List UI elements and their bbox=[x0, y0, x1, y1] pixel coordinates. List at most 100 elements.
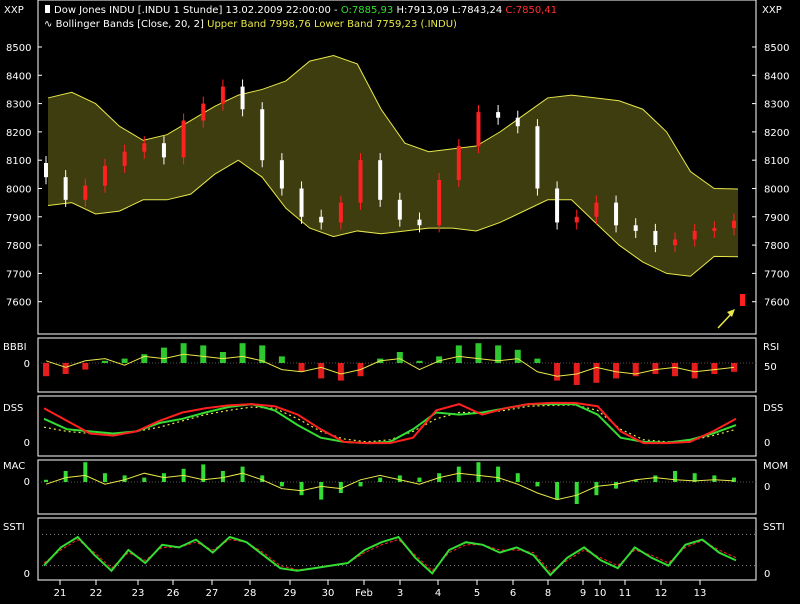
bollinger-band-fill bbox=[48, 55, 738, 277]
price-y-axis: 7600 7600 7700 7700 7800 7800 7900 7900 8000 8000… bbox=[6, 43, 789, 309]
bbbi-bar bbox=[436, 356, 443, 363]
bbbi-label: BBBI bbox=[3, 342, 27, 353]
price-ytick-left: 8000 bbox=[6, 184, 31, 195]
macd-bar bbox=[712, 475, 717, 482]
candle-body bbox=[142, 143, 147, 152]
candle-body bbox=[161, 143, 166, 158]
candle-body bbox=[83, 185, 88, 200]
bbbi-bar bbox=[239, 343, 246, 363]
candle-body bbox=[299, 188, 304, 217]
candle-body bbox=[535, 126, 540, 189]
macd-bar bbox=[456, 466, 461, 482]
dss-red-line bbox=[43, 401, 737, 445]
macd-bar bbox=[476, 462, 481, 482]
x-tick-label: 6 bbox=[510, 588, 516, 599]
price-ytick-right: 7600 bbox=[764, 298, 789, 309]
candle-body bbox=[279, 160, 284, 189]
momentum-line bbox=[45, 472, 735, 501]
x-tick-label: 3 bbox=[397, 588, 403, 599]
macd-bar bbox=[122, 475, 127, 482]
price-ytick-left: 7800 bbox=[6, 241, 31, 252]
bbbi-panel bbox=[38, 343, 756, 385]
candle-body bbox=[260, 109, 265, 161]
price-ytick-right: 8500 bbox=[764, 43, 789, 54]
x-tick-label: 21 bbox=[54, 588, 67, 599]
x-tick-label: 29 bbox=[284, 588, 297, 599]
price-ytick-right: 7800 bbox=[764, 241, 789, 252]
header-high-low: H:7913,09 L:7843,24 bbox=[396, 5, 502, 16]
ssti-label-left: SSTI bbox=[3, 522, 25, 533]
candle-body bbox=[378, 160, 383, 200]
candle-body bbox=[673, 239, 678, 246]
candle-body bbox=[515, 117, 520, 127]
ssti-red-line bbox=[43, 538, 737, 573]
candle-body bbox=[692, 230, 697, 240]
dss-label-right: DSS bbox=[763, 403, 783, 414]
header-line1: Dow Jones INDU [.INDU 1 Stunde] 13.02.20… bbox=[54, 5, 557, 16]
bbbi-bar bbox=[455, 345, 462, 363]
price-ytick-left: 8100 bbox=[6, 156, 31, 167]
ssti-panel bbox=[38, 533, 756, 577]
x-tick-label: Feb bbox=[355, 588, 373, 599]
price-ytick-right: 7900 bbox=[764, 213, 789, 224]
macd-bar bbox=[614, 482, 619, 489]
macd-bar bbox=[653, 475, 658, 482]
price-symbol-right: XXP bbox=[762, 5, 782, 16]
bbbi-bar bbox=[632, 363, 639, 377]
candle-body bbox=[63, 177, 68, 200]
ssti-green-line bbox=[43, 535, 737, 577]
macd-bar bbox=[594, 482, 599, 496]
price-panel-border bbox=[37, 0, 757, 335]
bbbi-bar bbox=[101, 360, 108, 363]
price-ytick-right: 8100 bbox=[764, 156, 789, 167]
bbbi-bar bbox=[318, 363, 325, 379]
candle-body bbox=[220, 86, 225, 104]
bbbi-bar bbox=[141, 354, 148, 363]
candle-body bbox=[633, 225, 638, 231]
bbbi-bar bbox=[691, 363, 698, 379]
rsi-ytick: 50 bbox=[764, 362, 777, 373]
candle-body bbox=[574, 216, 579, 223]
x-tick-label: 13 bbox=[694, 588, 707, 599]
candle-body bbox=[614, 202, 619, 226]
bbbi-bar bbox=[337, 363, 344, 381]
macd-bar bbox=[63, 471, 68, 482]
macd-bar bbox=[535, 482, 540, 487]
chart-header: Dow Jones INDU [.INDU 1 Stunde] 13.02.20… bbox=[44, 5, 557, 30]
dss-panel-border bbox=[37, 395, 757, 457]
macd-bar bbox=[673, 471, 678, 482]
macd-bar bbox=[633, 479, 638, 482]
candle-body bbox=[122, 151, 127, 166]
macd-bar bbox=[44, 479, 48, 482]
macd-bar bbox=[102, 473, 107, 482]
bbbi-bar bbox=[43, 363, 49, 377]
price-ytick-left: 7700 bbox=[6, 269, 31, 280]
candle-body bbox=[476, 112, 481, 147]
macd-bar bbox=[260, 475, 265, 482]
dss-green-line bbox=[43, 403, 737, 445]
price-ytick-right: 8200 bbox=[764, 128, 789, 139]
candle-body bbox=[201, 103, 206, 121]
bbbi-bar bbox=[121, 358, 128, 363]
bbbi-panel-border bbox=[37, 337, 757, 393]
price-ytick-right: 8300 bbox=[764, 100, 789, 111]
bbbi-bar bbox=[554, 363, 561, 381]
candle-body bbox=[555, 188, 560, 223]
mom-label: MOM bbox=[763, 461, 788, 472]
bbbi-bar bbox=[82, 363, 89, 370]
header-line2: ∿ Bollinger Bands [Close, 20, 2] Upper B… bbox=[44, 19, 457, 30]
x-tick-label: 9 bbox=[580, 588, 586, 599]
ssti-panel-border bbox=[37, 517, 757, 581]
ssti-ytick-right: 0 bbox=[764, 569, 770, 580]
rsi-label: RSI bbox=[763, 342, 779, 353]
macd-bar bbox=[358, 482, 363, 487]
ssti-ytick-left: 0 bbox=[24, 569, 30, 580]
bbbi-bar bbox=[298, 363, 305, 372]
candle-body bbox=[456, 146, 461, 180]
candle-body bbox=[712, 228, 717, 231]
x-tick-label: 5 bbox=[474, 588, 480, 599]
bollinger-upper-line bbox=[47, 54, 739, 190]
price-ytick-right: 8400 bbox=[764, 71, 789, 82]
bbbi-bar bbox=[396, 352, 403, 363]
